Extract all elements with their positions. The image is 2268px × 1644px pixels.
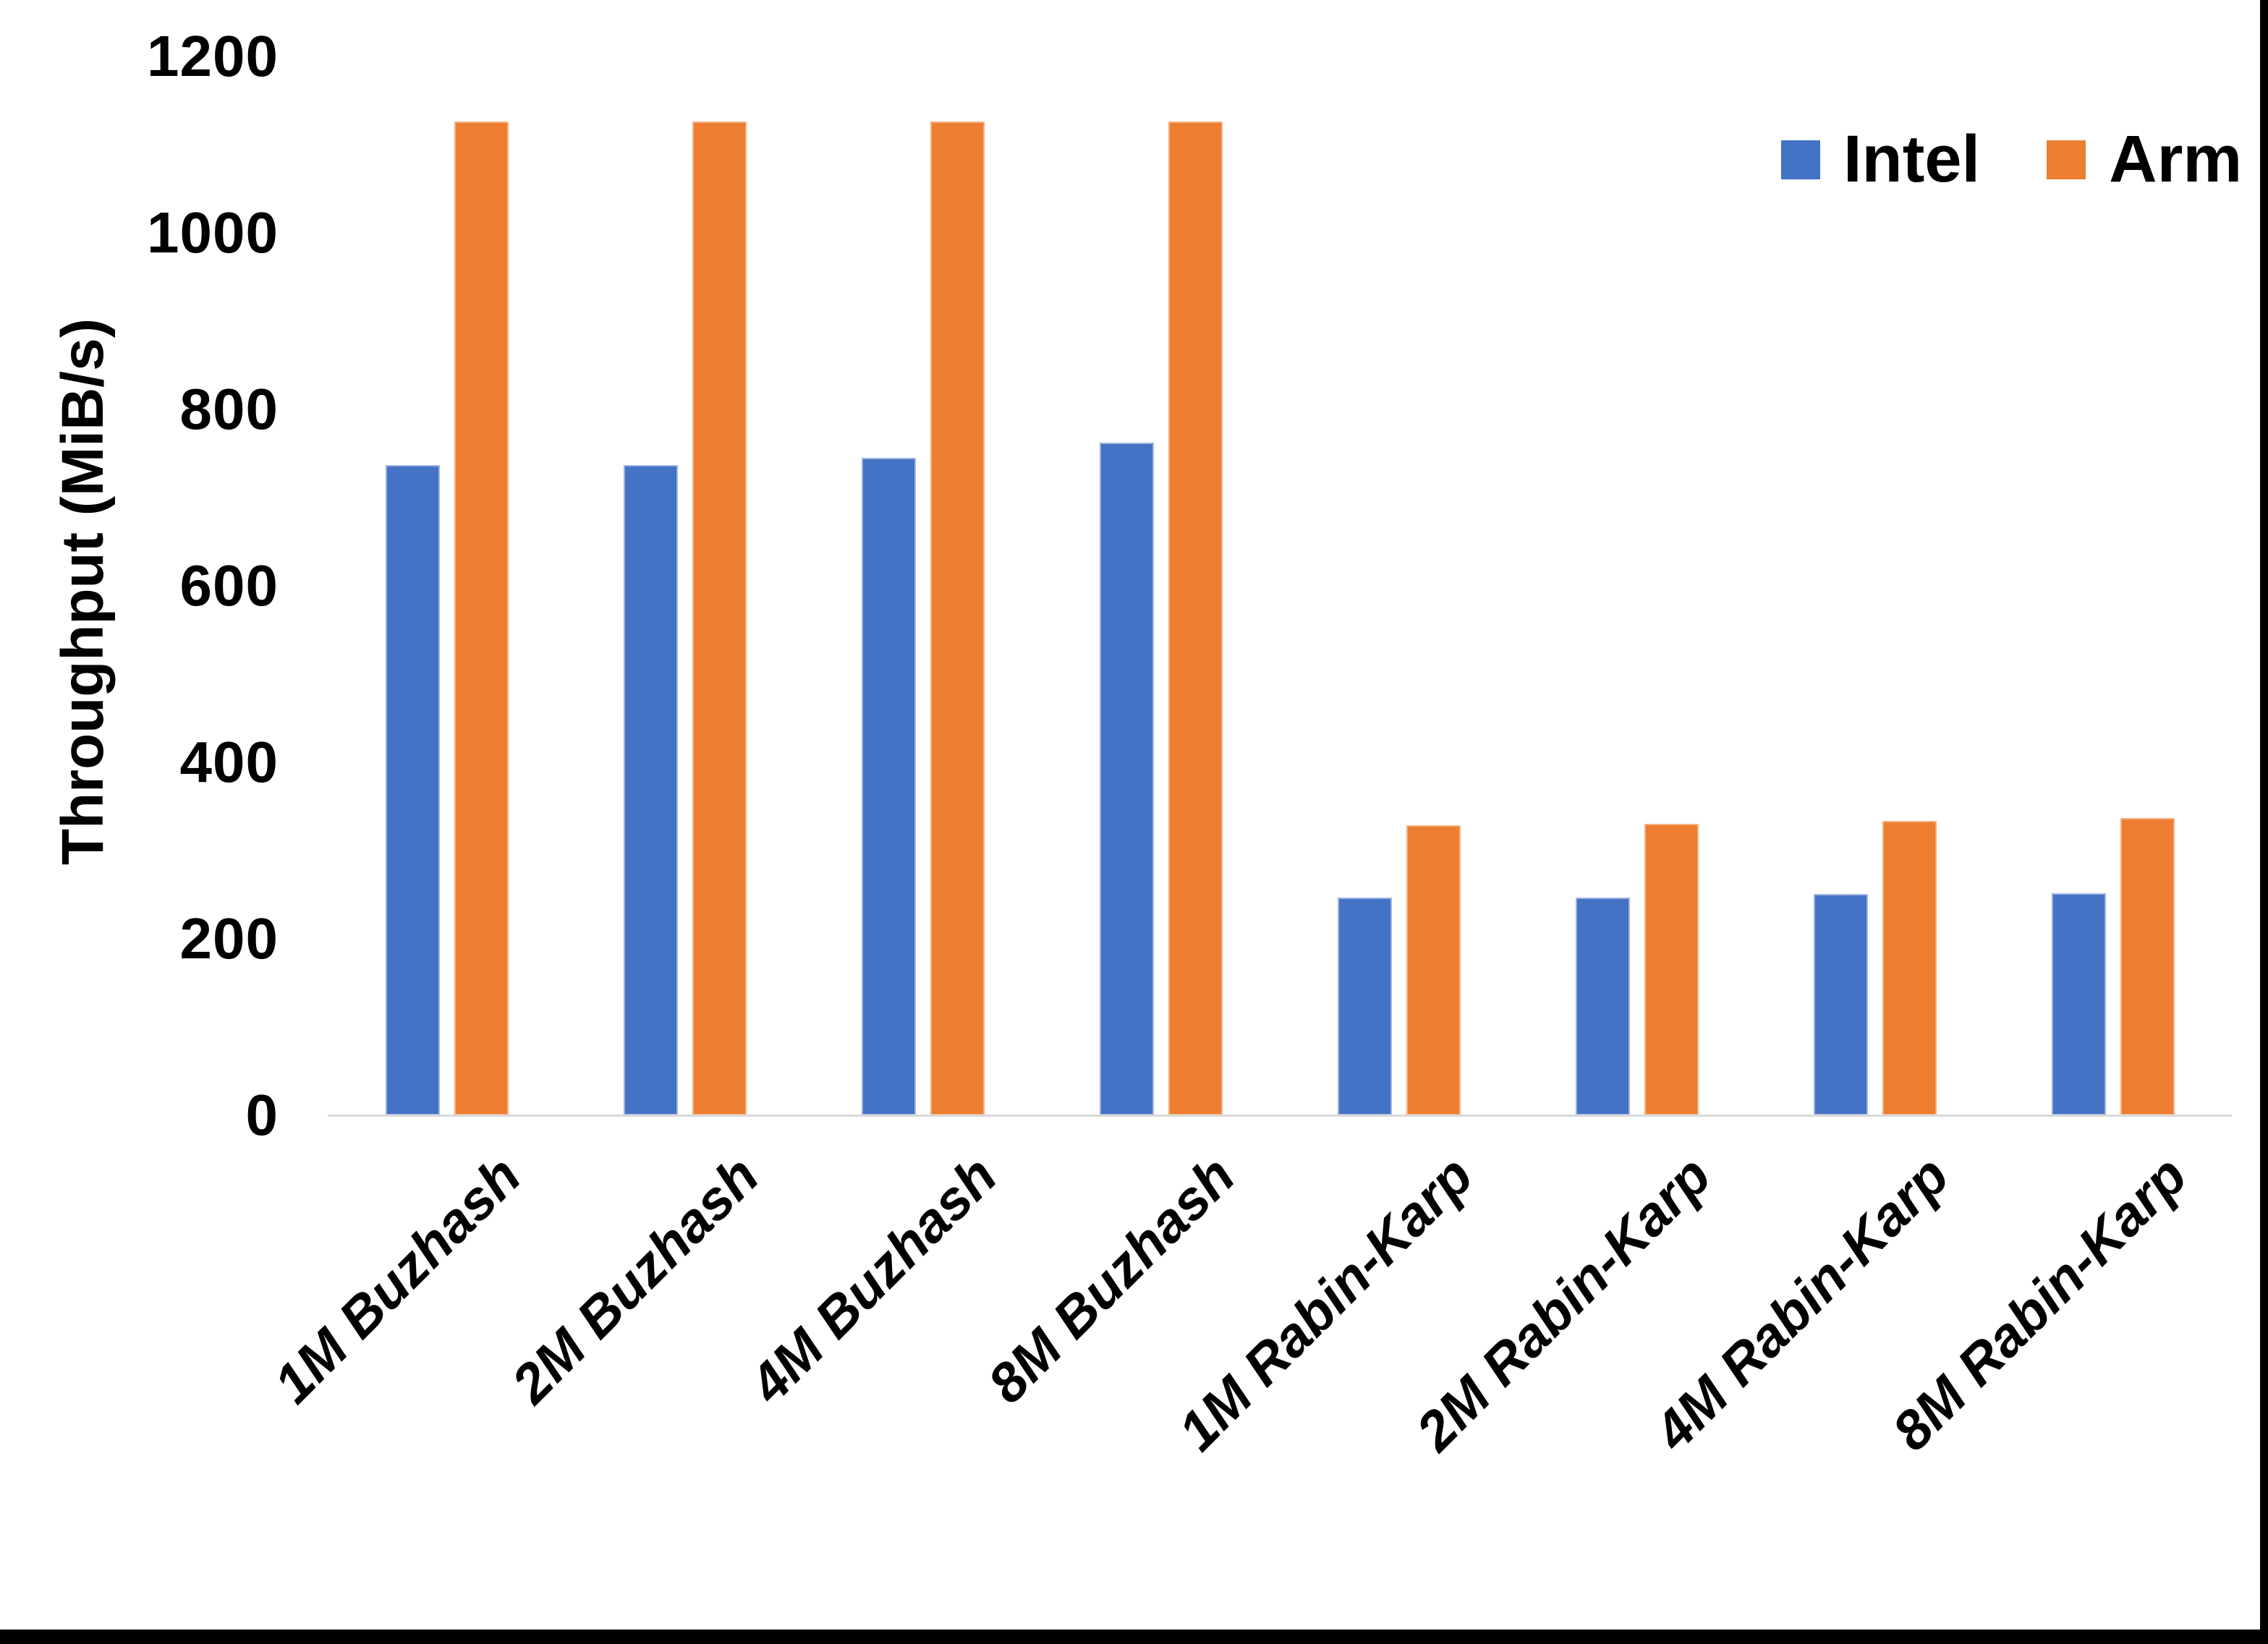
bar-intel-1m-rabin-karp — [1338, 898, 1392, 1115]
legend-swatch-intel — [1781, 140, 1820, 179]
bar-intel-8m-rabin-karp — [2052, 893, 2106, 1115]
bar-arm-2m-rabin-karp — [1644, 824, 1699, 1115]
y-tick-label: 600 — [179, 553, 279, 618]
plot-area — [328, 56, 2232, 1117]
bar-intel-1m-buzhash — [386, 465, 440, 1115]
bar-arm-1m-buzhash — [454, 122, 509, 1115]
y-tick-label: 0 — [245, 1083, 279, 1147]
bar-arm-4m-buzhash — [930, 122, 985, 1115]
bar-arm-4m-rabin-karp — [1882, 821, 1937, 1115]
x-tick-label: 2M Buzhash — [500, 1144, 771, 1415]
legend-label: Arm — [2109, 122, 2243, 196]
y-tick-label: 200 — [179, 906, 279, 971]
bar-intel-8m-buzhash — [1100, 443, 1154, 1115]
y-tick-label: 1200 — [147, 24, 279, 88]
bar-intel-4m-buzhash — [862, 458, 916, 1115]
bar-intel-4m-rabin-karp — [1814, 894, 1868, 1115]
y-tick-label: 400 — [179, 730, 279, 794]
legend: Intel Arm — [1781, 122, 2242, 197]
bar-intel-2m-rabin-karp — [1576, 898, 1630, 1115]
x-tick-label: 4M Buzhash — [738, 1144, 1009, 1415]
bar-arm-2m-buzhash — [692, 122, 747, 1115]
y-tick-label: 1000 — [147, 200, 279, 265]
x-tick-label: 8M Buzhash — [976, 1144, 1247, 1415]
x-axis-line — [328, 1115, 2232, 1117]
legend-swatch-arm — [2047, 140, 2086, 179]
legend-label: Intel — [1843, 122, 1981, 196]
legend-item-arm: Arm — [2047, 122, 2242, 197]
bar-arm-1m-rabin-karp — [1406, 825, 1461, 1115]
screenshot-border-right — [2260, 0, 2268, 1644]
y-tick-label: 800 — [179, 377, 279, 441]
screenshot-border-bottom — [0, 1630, 2268, 1644]
x-tick-label: 1M Buzhash — [262, 1144, 533, 1415]
bar-intel-2m-buzhash — [624, 465, 678, 1115]
legend-item-intel: Intel — [1781, 122, 1980, 197]
bar-arm-8m-rabin-karp — [2120, 818, 2175, 1115]
bar-arm-8m-buzhash — [1168, 122, 1223, 1115]
